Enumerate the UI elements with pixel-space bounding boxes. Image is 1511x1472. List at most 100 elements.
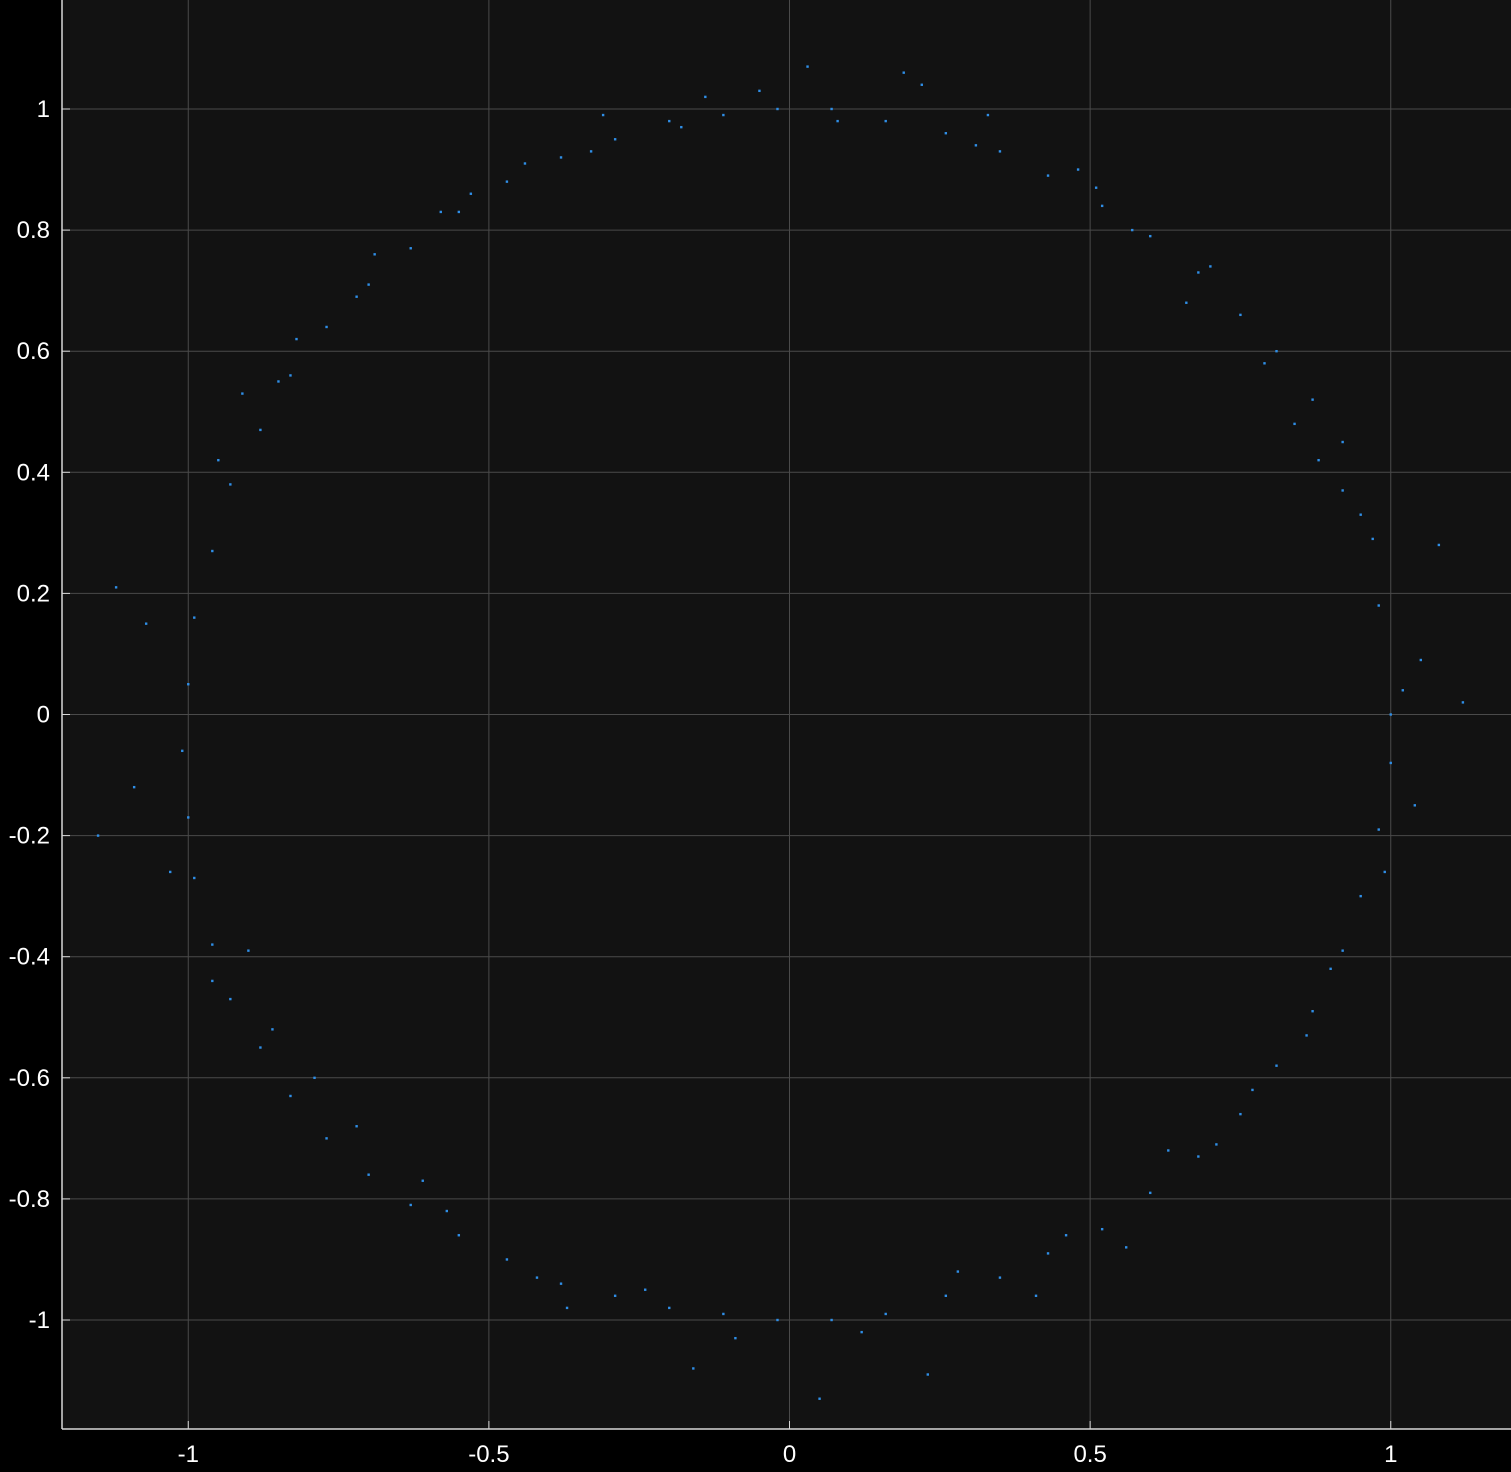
data-point	[457, 1234, 461, 1237]
data-point	[409, 1203, 412, 1207]
data-point	[1046, 1252, 1050, 1255]
data-point	[1341, 949, 1344, 952]
data-point	[295, 337, 298, 341]
y-tick-label: 0	[37, 702, 50, 729]
data-point	[1419, 658, 1423, 662]
data-point	[704, 95, 707, 99]
data-point	[902, 71, 905, 74]
data-point	[722, 113, 725, 117]
data-point	[692, 1367, 695, 1370]
data-point	[734, 1336, 737, 1340]
data-point	[409, 247, 412, 250]
data-point	[193, 876, 196, 880]
data-points	[96, 65, 1465, 1400]
y-tick-label: 0.4	[17, 459, 50, 486]
data-point	[1371, 537, 1374, 541]
data-point	[668, 119, 671, 123]
grid-lines	[62, 0, 1511, 1429]
data-point	[421, 1179, 424, 1182]
x-tick-label: -0.5	[468, 1441, 509, 1467]
data-point	[271, 1028, 274, 1031]
data-point	[169, 870, 172, 874]
data-point	[1359, 894, 1362, 898]
data-point	[1197, 271, 1200, 274]
data-point	[1377, 828, 1380, 831]
data-point	[469, 192, 473, 195]
data-point	[1239, 313, 1242, 317]
x-tick-label: 1	[1384, 1441, 1397, 1467]
data-point	[325, 325, 328, 329]
data-point	[241, 392, 244, 395]
y-tick-label: 1	[37, 96, 50, 123]
data-point	[998, 150, 1002, 153]
data-point	[277, 380, 280, 383]
data-point	[1383, 870, 1386, 874]
data-point	[211, 943, 214, 946]
data-point	[1461, 701, 1465, 704]
data-point	[289, 374, 292, 377]
data-point	[806, 65, 809, 68]
data-point	[1401, 689, 1404, 692]
data-point	[1076, 168, 1080, 171]
data-point	[986, 113, 990, 117]
data-point	[1341, 489, 1344, 492]
data-point	[818, 1397, 821, 1400]
data-point	[367, 1173, 370, 1176]
data-point	[355, 1125, 358, 1128]
data-point	[668, 1306, 671, 1310]
x-axis-ticks: -1 -0.5 0 0.5 1	[178, 1421, 1397, 1468]
data-point	[944, 1294, 948, 1297]
data-point	[96, 834, 100, 837]
data-point	[836, 119, 839, 123]
data-point	[1149, 1191, 1152, 1195]
data-point	[187, 683, 190, 686]
data-point	[565, 1306, 569, 1310]
data-point	[1275, 349, 1278, 353]
y-tick-label: 0.6	[17, 338, 50, 365]
data-point	[1359, 513, 1362, 516]
y-tick-label: -0.6	[9, 1065, 50, 1092]
data-point	[217, 458, 220, 462]
data-point	[1275, 1064, 1278, 1067]
data-point	[1197, 1155, 1200, 1158]
data-point	[884, 1312, 887, 1316]
data-point	[1293, 422, 1296, 426]
data-point	[776, 1318, 779, 1322]
data-point	[289, 1094, 292, 1098]
data-point	[132, 785, 136, 789]
data-point	[367, 283, 370, 286]
data-point	[181, 749, 184, 753]
y-tick-label: -0.8	[9, 1186, 50, 1213]
data-point	[505, 1258, 509, 1261]
data-point	[1389, 713, 1392, 716]
data-point	[956, 1270, 960, 1273]
data-point	[457, 210, 461, 214]
data-point	[211, 549, 214, 553]
data-point	[998, 1276, 1002, 1279]
y-tick-label: -0.2	[9, 823, 50, 850]
data-point	[247, 949, 250, 952]
data-point	[1437, 543, 1441, 547]
data-point	[1209, 265, 1212, 268]
data-point	[1341, 440, 1344, 444]
data-point	[535, 1276, 539, 1279]
x-tick-label: 0	[783, 1441, 796, 1467]
data-point	[229, 997, 232, 1001]
data-point	[1100, 1227, 1104, 1231]
y-tick-label: 0.8	[17, 217, 50, 244]
data-point	[944, 132, 948, 135]
data-point	[559, 1282, 563, 1285]
data-point	[1131, 228, 1134, 232]
x-tick-label: 0.5	[1073, 1441, 1106, 1467]
data-point	[1251, 1088, 1254, 1092]
y-tick-label: -0.4	[9, 944, 50, 971]
data-point	[1215, 1143, 1218, 1146]
data-point	[926, 1373, 929, 1376]
data-point	[355, 295, 358, 298]
data-point	[776, 107, 779, 111]
data-point	[1034, 1294, 1038, 1297]
data-point	[613, 1294, 617, 1297]
data-point	[974, 144, 978, 147]
